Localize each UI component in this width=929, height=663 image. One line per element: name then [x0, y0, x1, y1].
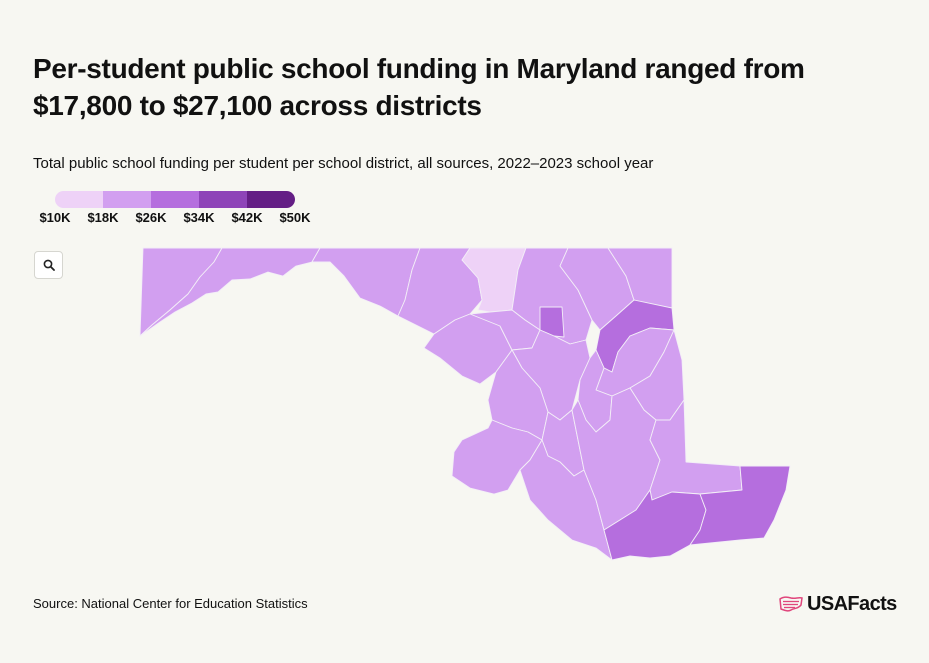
legend-bar: [55, 191, 295, 208]
legend-swatch-3: [151, 191, 199, 208]
legend-label-3: $26K: [135, 210, 167, 225]
legend-swatch-2: [103, 191, 151, 208]
legend-label-1: $10K: [39, 210, 71, 225]
legend-label-4: $34K: [183, 210, 215, 225]
legend-swatch-5: [247, 191, 295, 208]
district-baltimore-city[interactable]: [539, 306, 565, 338]
legend-label-2: $18K: [87, 210, 119, 225]
source-note: Source: National Center for Education St…: [33, 596, 308, 611]
usa-flag-map-icon: [779, 596, 803, 612]
search-icon: [43, 259, 55, 271]
legend-swatch-4: [199, 191, 247, 208]
district-worcester[interactable]: [689, 465, 791, 546]
zoom-button[interactable]: [34, 251, 63, 279]
chart-subtitle: Total public school funding per student …: [33, 155, 654, 172]
logo-text: USAFacts: [807, 592, 897, 615]
color-legend: $10K $18K $26K $34K $42K $50K: [33, 191, 323, 231]
legend-swatch-1: [55, 191, 103, 208]
district-allegany[interactable]: [139, 247, 321, 337]
chart-title: Per-student public school funding in Mar…: [33, 53, 805, 121]
usafacts-logo[interactable]: USAFacts: [779, 591, 897, 617]
legend-label-6: $50K: [279, 210, 311, 225]
legend-label-5: $42K: [231, 210, 263, 225]
